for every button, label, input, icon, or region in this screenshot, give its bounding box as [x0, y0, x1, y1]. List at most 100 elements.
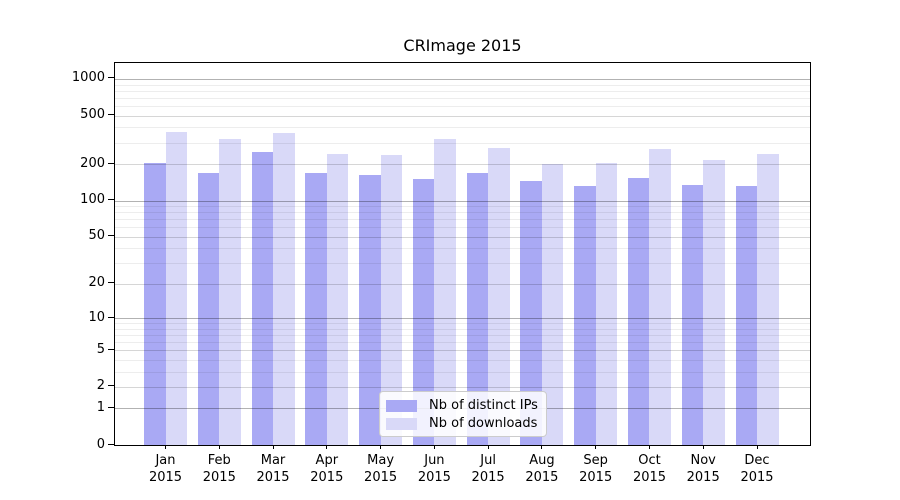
gridline-y-4 — [115, 359, 810, 361]
y-tick-label-2: 2 — [96, 378, 105, 394]
y-tick-label-200: 200 — [80, 155, 105, 171]
gridline-y-30 — [115, 263, 810, 265]
x-tick-mark — [272, 445, 274, 449]
y-tick-mark — [108, 443, 114, 445]
bar-ips-sep — [574, 185, 596, 445]
gridline-y-2 — [115, 386, 810, 388]
bar-downloads-feb — [219, 139, 241, 445]
gridline-y-20 — [115, 283, 810, 285]
bar-ips-jul — [466, 172, 489, 445]
x-tick-label-dec: Dec 2015 — [740, 453, 774, 485]
x-tick-mark — [487, 445, 489, 449]
bar-downloads-jun — [434, 139, 456, 445]
gridline-y-900 — [115, 84, 810, 86]
gridline-y-800 — [115, 90, 810, 92]
y-tick-mark — [108, 348, 114, 350]
y-tick-label-5: 5 — [96, 341, 105, 357]
x-tick-mark — [326, 445, 328, 449]
x-tick-label-sep: Sep 2015 — [579, 453, 613, 485]
x-tick-mark — [649, 445, 650, 449]
y-tick-mark — [108, 114, 114, 116]
gridline-y-60 — [115, 227, 810, 229]
x-tick-label-oct: Oct 2015 — [632, 453, 667, 485]
y-tick-label-1: 1 — [96, 399, 105, 415]
x-tick-label-may: May 2015 — [364, 453, 398, 485]
bar-ips-apr — [305, 172, 327, 445]
y-tick-mark — [108, 282, 114, 284]
gridline-y-6 — [115, 341, 810, 343]
gridline-y-200 — [115, 164, 810, 165]
bar-ips-dec — [735, 185, 757, 445]
gridline-y-40 — [115, 248, 810, 250]
y-tick-mark — [108, 406, 114, 408]
x-tick-mark — [756, 445, 758, 449]
x-tick-mark — [218, 445, 220, 449]
legend-swatch-downloads — [386, 417, 417, 430]
x-tick-mark — [165, 445, 166, 449]
gridline-y-90 — [115, 206, 810, 207]
x-tick-label-jul: Jul 2015 — [471, 453, 505, 485]
bar-ips-oct — [627, 177, 650, 445]
gridline-y-9 — [115, 323, 810, 324]
legend: Nb of distinct IPs Nb of downloads — [379, 391, 547, 437]
x-tick-mark — [702, 445, 704, 449]
x-tick-label-aug: Aug 2015 — [525, 453, 559, 485]
gridline-y-10 — [115, 318, 810, 319]
gridline-y-700 — [115, 97, 810, 99]
y-tick-label-50: 50 — [88, 228, 105, 244]
gridline-y-100 — [115, 200, 810, 202]
bar-ips-mar — [251, 152, 274, 445]
bar-ips-jan — [144, 163, 166, 445]
legend-label-distinct-ips: Nb of distinct IPs — [429, 398, 538, 413]
y-tick-label-100: 100 — [80, 192, 105, 207]
y-tick-mark — [108, 316, 114, 318]
bar-ips-nov — [681, 184, 704, 445]
x-tick-label-feb: Feb 2015 — [202, 453, 236, 485]
gridline-y-300 — [115, 142, 810, 144]
bar-downloads-sep — [595, 162, 618, 445]
gridline-y-5 — [115, 350, 810, 352]
y-tick-mark — [108, 77, 114, 79]
legend-entry-distinct-ips: Nb of distinct IPs — [386, 397, 538, 414]
x-tick-label-apr: Apr 2015 — [310, 453, 344, 485]
x-tick-mark — [433, 445, 435, 449]
chart-title: CRImage 2015 — [403, 36, 522, 55]
bar-downloads-may — [380, 155, 403, 445]
bar-downloads-apr — [326, 153, 349, 445]
x-tick-label-jun: Jun 2015 — [417, 453, 451, 485]
y-tick-mark — [108, 235, 114, 237]
gridline-y-80 — [115, 212, 810, 214]
y-tick-label-10: 10 — [88, 309, 105, 325]
x-tick-mark — [380, 445, 382, 449]
bar-downloads-nov — [703, 159, 725, 445]
bar-downloads-dec — [757, 153, 779, 445]
bar-downloads-mar — [273, 133, 295, 445]
bar-ips-may — [359, 175, 381, 445]
bar-ips-jun — [412, 179, 435, 445]
bar-downloads-jan — [165, 131, 187, 445]
bar-downloads-jul — [488, 147, 510, 445]
gridline-y-8 — [115, 328, 810, 330]
gridline-y-50 — [115, 236, 810, 238]
legend-swatch-distinct-ips — [386, 399, 417, 412]
x-tick-label-nov: Nov 2015 — [686, 453, 720, 485]
x-tick-label-jan: Jan 2015 — [148, 453, 183, 485]
gridline-y-400 — [115, 127, 810, 129]
bar-downloads-aug — [541, 163, 564, 445]
y-tick-label-500: 500 — [80, 107, 105, 123]
gridline-y-500 — [115, 115, 810, 117]
gridline-y-3 — [115, 371, 810, 373]
x-tick-mark — [541, 445, 543, 449]
y-tick-mark — [108, 385, 114, 387]
y-tick-label-0: 0 — [96, 436, 105, 452]
legend-label-downloads: Nb of downloads — [429, 416, 538, 431]
plot-area — [114, 62, 811, 446]
y-tick-mark — [108, 162, 114, 164]
gridline-y-70 — [115, 219, 810, 221]
gridline-y-7 — [115, 334, 810, 336]
y-tick-label-20: 20 — [88, 275, 105, 291]
gridline-y-1000 — [115, 78, 810, 80]
x-tick-mark — [595, 445, 597, 449]
bar-ips-feb — [197, 172, 220, 445]
